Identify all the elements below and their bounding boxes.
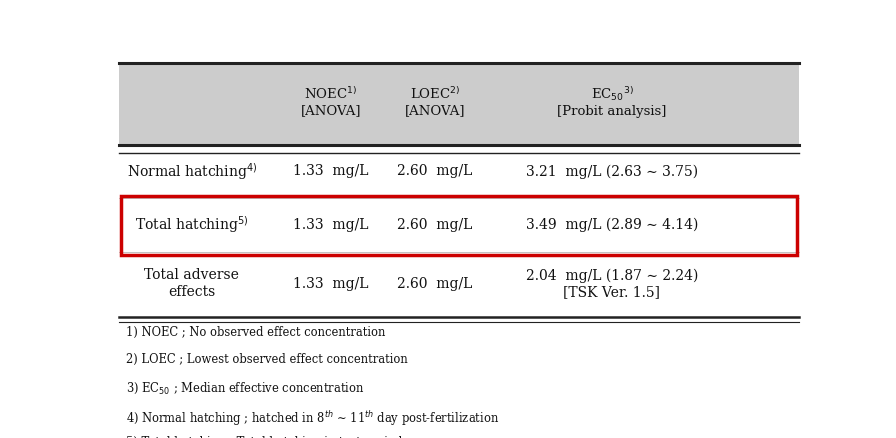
Text: 3.21  mg/L (2.63 ∼ 3.75): 3.21 mg/L (2.63 ∼ 3.75) [526, 164, 698, 179]
Text: LOEC$^{2)}$
[ANOVA]: LOEC$^{2)}$ [ANOVA] [405, 86, 465, 117]
Text: 1) NOEC ; No observed effect concentration: 1) NOEC ; No observed effect concentrati… [125, 326, 385, 339]
Text: 1.33  mg/L: 1.33 mg/L [293, 218, 368, 232]
Text: Total adverse
effects: Total adverse effects [144, 268, 239, 299]
Bar [119, 63, 799, 147]
Text: 5) Total hatching ; Total hatching in test period: 5) Total hatching ; Total hatching in te… [125, 436, 402, 438]
Text: 3) EC$_{50}$ ; Median effective concentration: 3) EC$_{50}$ ; Median effective concentr… [125, 381, 365, 396]
Text: 2.60  mg/L: 2.60 mg/L [397, 276, 472, 290]
Text: 3.49  mg/L (2.89 ∼ 4.14): 3.49 mg/L (2.89 ∼ 4.14) [526, 217, 698, 232]
Text: Total hatching$^{5)}$: Total hatching$^{5)}$ [135, 214, 248, 235]
Text: Normal hatching$^{4)}$: Normal hatching$^{4)}$ [126, 161, 257, 182]
Text: 1.33  mg/L: 1.33 mg/L [293, 164, 368, 178]
Text: 2.60  mg/L: 2.60 mg/L [397, 218, 472, 232]
Text: 2) LOEC ; Lowest observed effect concentration: 2) LOEC ; Lowest observed effect concent… [125, 353, 408, 367]
Text: 2.04  mg/L (1.87 ∼ 2.24)
[TSK Ver. 1.5]: 2.04 mg/L (1.87 ∼ 2.24) [TSK Ver. 1.5] [526, 268, 698, 299]
Text: NOEC$^{1)}$
[ANOVA]: NOEC$^{1)}$ [ANOVA] [300, 86, 361, 117]
Text: 2.60  mg/L: 2.60 mg/L [397, 164, 472, 178]
Bar [121, 196, 797, 255]
Text: EC$_{50}$$^{3)}$
[Probit analysis]: EC$_{50}$$^{3)}$ [Probit analysis] [557, 85, 667, 118]
Text: 4) Normal hatching ; hatched in 8$^{th}$ ∼ 11$^{th}$ day post-fertilization: 4) Normal hatching ; hatched in 8$^{th}$… [125, 409, 499, 427]
Text: 1.33  mg/L: 1.33 mg/L [293, 276, 368, 290]
